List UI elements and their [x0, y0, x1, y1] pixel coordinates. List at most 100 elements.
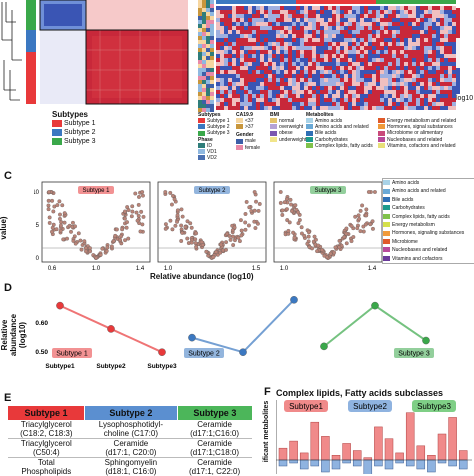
- heatmap-cell: [284, 14, 288, 18]
- heatmap-cell: [244, 30, 248, 34]
- data-point: [139, 210, 143, 214]
- heatmap-cell: [252, 86, 256, 90]
- heatmap-cell: [296, 82, 300, 86]
- heatmap-cell: [344, 30, 348, 34]
- subtype-bar-cell: [424, 0, 428, 4]
- heatmap-cell: [248, 10, 252, 14]
- table-header: Subtype 1: [8, 406, 85, 420]
- heatmap-cell: [244, 50, 248, 54]
- heatmap-cell: [216, 18, 220, 22]
- swatch: [383, 180, 390, 185]
- heatmap-cell: [376, 54, 380, 58]
- heatmap-cell: [396, 50, 400, 54]
- heatmap-cell: [440, 70, 444, 74]
- heatmap-cell: [224, 66, 228, 70]
- heatmap-cell: [400, 22, 404, 26]
- legend-label: male: [245, 138, 256, 144]
- annotation-cell: [206, 68, 210, 72]
- heatmap-cell: [288, 30, 292, 34]
- heatmap-cell: [384, 70, 388, 74]
- heatmap-cell: [404, 78, 408, 82]
- heatmap-cell: [452, 86, 456, 90]
- heatmap-cell: [444, 54, 448, 58]
- heatmap-cell: [452, 106, 456, 110]
- heatmap-cell: [384, 54, 388, 58]
- legend-label: VD2: [207, 155, 217, 161]
- heatmap-cell: [444, 66, 448, 70]
- heatmap-cell: [336, 54, 340, 58]
- annotation-cell: [206, 84, 210, 88]
- heatmap-cell: [232, 14, 236, 18]
- legend-item: Amino acids and related: [383, 187, 474, 195]
- heatmap-cell: [416, 106, 420, 110]
- swatch: [236, 139, 243, 144]
- heatmap-cell: [348, 46, 352, 50]
- heatmap-cell: [404, 58, 408, 62]
- legend-label: Energy metabolism and related: [387, 118, 456, 124]
- data-point: [176, 214, 180, 218]
- heatmap-cell: [256, 78, 260, 82]
- heatmap-cell: [276, 6, 280, 10]
- heatmap-cell: [236, 26, 240, 30]
- bar-down: [385, 460, 393, 469]
- heatmap-cell: [452, 70, 456, 74]
- heatmap-cell: [348, 78, 352, 82]
- heatmap-cell: [296, 38, 300, 42]
- heatmap-cell: [336, 38, 340, 42]
- heatmap-cell: [292, 54, 296, 58]
- data-point: [180, 231, 184, 235]
- annotation-cell: [206, 4, 210, 8]
- table-cell: Ceramide (d17:1, C20:0): [85, 439, 178, 458]
- data-point: [308, 245, 312, 249]
- heatmap-cell: [340, 38, 344, 42]
- subtype-bar-cell: [340, 0, 344, 4]
- heatmap-cell: [280, 50, 284, 54]
- heatmap-cell: [444, 102, 448, 106]
- heatmap-cell: [308, 90, 312, 94]
- heatmap-cell: [396, 66, 400, 70]
- heatmap-cell: [324, 102, 328, 106]
- data-point: [194, 241, 198, 245]
- heatmap-cell: [352, 18, 356, 22]
- heatmap-cell: [372, 82, 376, 86]
- heatmap-cell: [236, 58, 240, 62]
- data-point: [169, 219, 173, 223]
- heatmap-cell: [264, 30, 268, 34]
- data-point: [362, 230, 366, 234]
- heatmap-cell: [408, 38, 412, 42]
- data-point: [47, 190, 51, 194]
- legend-label: Subtype 3: [64, 138, 96, 145]
- subtype-bar-cell: [404, 0, 408, 4]
- data-point: [373, 190, 377, 194]
- heatmap-cell: [232, 62, 236, 66]
- heatmap-cell: [232, 54, 236, 58]
- heatmap-cell: [408, 26, 412, 30]
- heatmap-cell: [256, 74, 260, 78]
- heatmap-cell: [244, 46, 248, 50]
- heatmap-cell: [448, 34, 452, 38]
- heatmap-cell: [356, 106, 360, 110]
- subtype-bar-cell: [448, 0, 452, 4]
- heatmap-cell: [236, 62, 240, 66]
- heatmap-cell: [428, 6, 432, 10]
- heatmap-cell: [300, 78, 304, 82]
- heatmap-cell: [348, 90, 352, 94]
- heatmap-cell: [276, 62, 280, 66]
- heatmap-cell: [292, 18, 296, 22]
- heatmap-cell: [260, 82, 264, 86]
- panel-b: log10 Subtypes Subtype 1 Subtype 2 Subty…: [198, 0, 474, 170]
- legend-item: Nucleobases and related: [383, 246, 474, 254]
- heatmap-cell: [328, 26, 332, 30]
- data-point: [334, 246, 338, 250]
- heatmap-cell: [312, 74, 316, 78]
- heatmap-cell: [240, 18, 244, 22]
- annotation-cell: [198, 36, 202, 40]
- heatmap-cell: [228, 54, 232, 58]
- annotation-cell: [210, 12, 214, 16]
- heatmap-cell: [416, 6, 420, 10]
- heatmap-cell: [276, 86, 280, 90]
- heatmap-cell: [412, 46, 416, 50]
- heatmap-cell: [364, 34, 368, 38]
- heatmap-cell: [336, 6, 340, 10]
- data-point: [231, 235, 235, 239]
